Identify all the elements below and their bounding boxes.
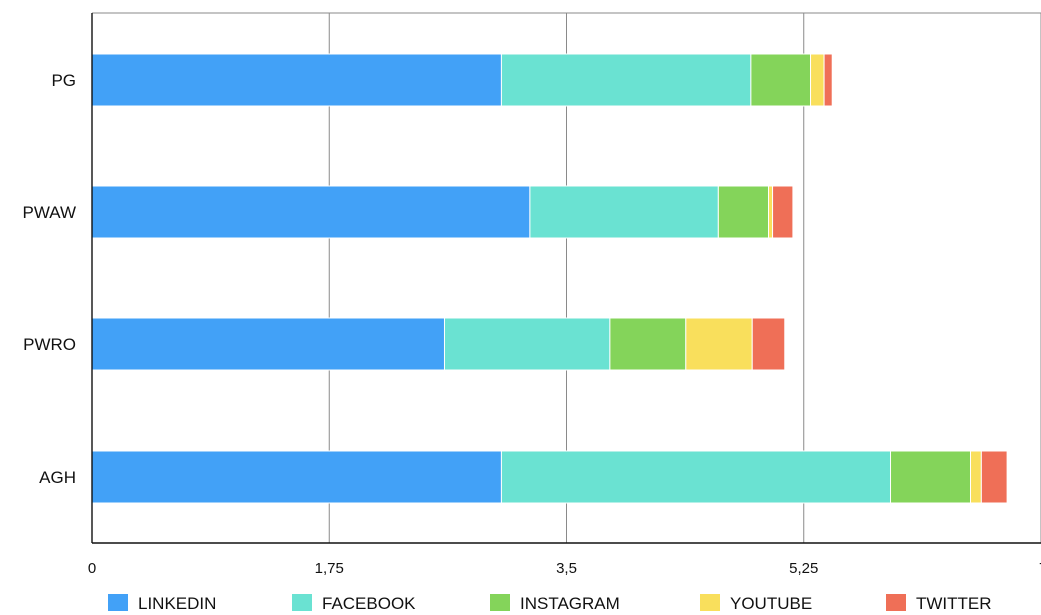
legend-item-instagram: INSTAGRAM — [490, 594, 620, 613]
category-label-agh: AGH — [39, 468, 76, 487]
legend-item-facebook: FACEBOOK — [292, 594, 416, 613]
bar-pwro-instagram — [609, 317, 687, 371]
category-label-pwro: PWRO — [23, 335, 76, 354]
category-label-pwaw: PWAW — [22, 203, 76, 222]
legend: LINKEDIN FACEBOOK INSTAGRAM YOUTUBE TWITTER — [108, 594, 992, 613]
legend-item-linkedin: LINKEDIN — [108, 594, 216, 613]
legend-swatch-linkedin — [108, 594, 128, 611]
x-tick-label-3-5: 3,5 — [556, 560, 577, 577]
bar-pwro-twitter — [751, 317, 786, 371]
legend-swatch-twitter — [886, 594, 906, 611]
x-tick-label-7: 7 — [1039, 560, 1041, 577]
bar-pwaw-facebook — [529, 185, 719, 239]
x-tick-label-5-25: 5,25 — [789, 560, 818, 577]
bar-pwro-linkedin — [91, 317, 445, 371]
legend-label-linkedin: LINKEDIN — [138, 594, 216, 613]
bar-agh-youtube — [970, 450, 982, 504]
bar-pwaw-instagram — [717, 185, 770, 239]
legend-swatch-instagram — [490, 594, 510, 611]
bar-pg-linkedin — [91, 53, 502, 107]
bar-agh-linkedin — [91, 450, 502, 504]
category-label-pg: PG — [51, 71, 76, 90]
bar-agh-facebook — [500, 450, 892, 504]
x-tick-label-1-75: 1,75 — [315, 560, 344, 577]
x-tick-labels: 0 1,75 3,5 5,25 7 — [88, 560, 1041, 577]
legend-swatch-youtube — [700, 594, 720, 611]
bar-agh-instagram — [890, 450, 972, 504]
legend-item-youtube: YOUTUBE — [700, 594, 812, 613]
bar-pwro-facebook — [443, 317, 611, 371]
bars — [91, 53, 1008, 504]
bar-pwaw-twitter — [772, 185, 794, 239]
bar-pg-instagram — [750, 53, 812, 107]
legend-label-youtube: YOUTUBE — [730, 594, 812, 613]
legend-swatch-facebook — [292, 594, 312, 611]
category-labels: PG PWAW PWRO AGH — [22, 71, 76, 487]
bar-pwro-youtube — [685, 317, 753, 371]
legend-item-twitter: TWITTER — [886, 594, 992, 613]
bar-pwaw-linkedin — [91, 185, 531, 239]
bar-pg-facebook — [500, 53, 752, 107]
x-tick-label-0: 0 — [88, 560, 96, 577]
legend-label-instagram: INSTAGRAM — [520, 594, 620, 613]
legend-label-facebook: FACEBOOK — [322, 594, 416, 613]
bar-pg-youtube — [810, 53, 825, 107]
bar-pg-twitter — [823, 53, 833, 107]
legend-label-twitter: TWITTER — [916, 594, 992, 613]
axes — [91, 13, 1041, 544]
bar-pwaw-youtube — [768, 185, 774, 239]
bar-agh-twitter — [980, 450, 1008, 504]
